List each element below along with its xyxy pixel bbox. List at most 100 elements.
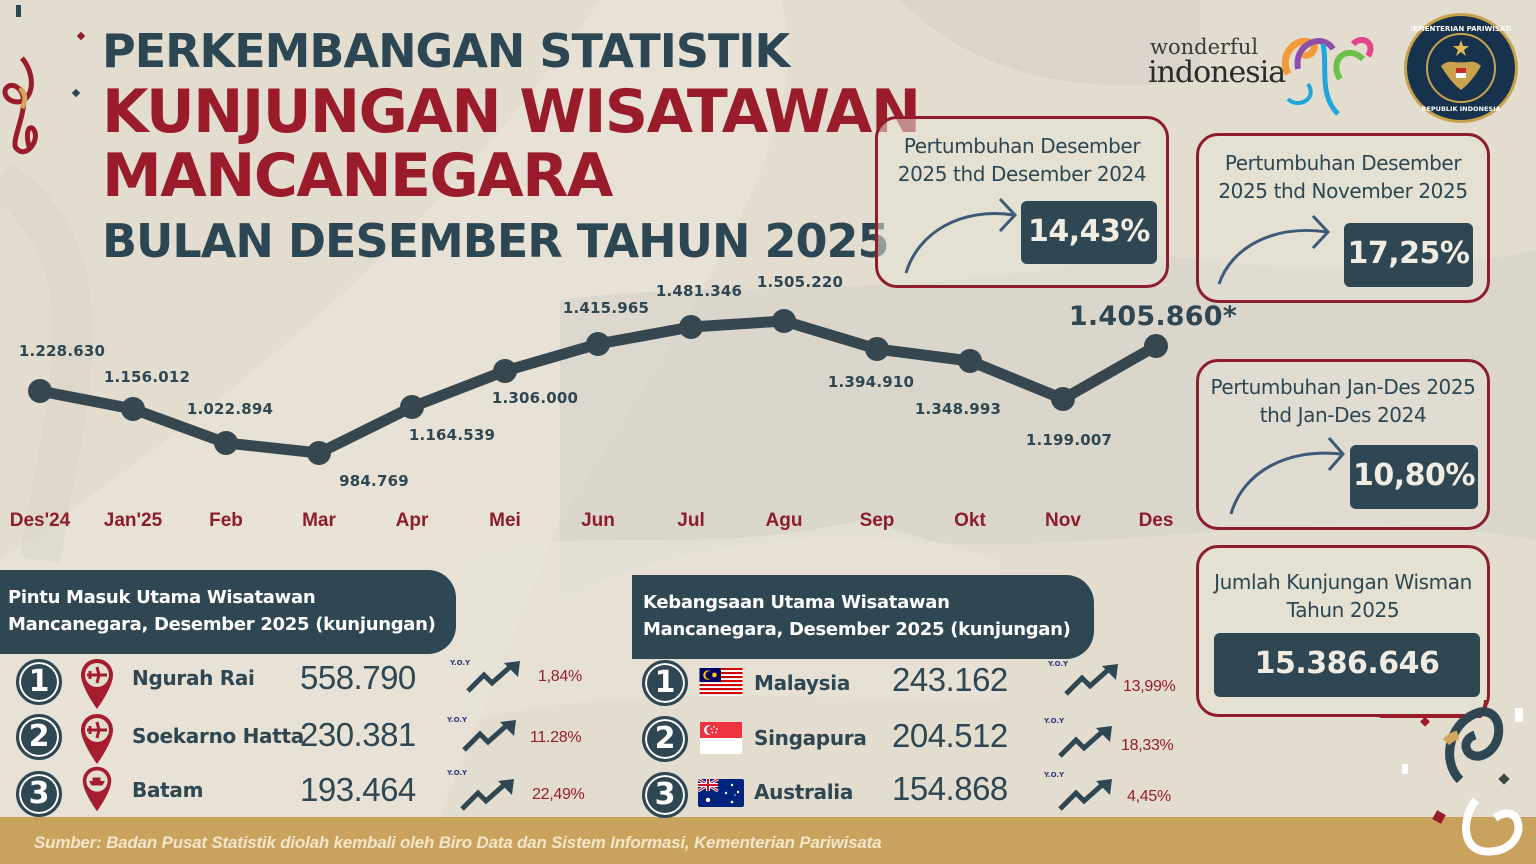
month-label: Agu — [765, 510, 803, 531]
nationality-name: Singapura — [754, 726, 867, 750]
yoy-label: Y.O.Y — [447, 769, 468, 777]
stat-value: 10,80% — [1350, 445, 1478, 509]
stat-label-line-2: thd Jan-Des 2024 — [1259, 403, 1427, 427]
point-label: 1.505.220 — [756, 273, 844, 291]
month-label: Jun — [581, 510, 615, 531]
rank-badge: 2 — [16, 714, 62, 760]
chart-points — [28, 309, 1168, 465]
point-label: 984.769 — [339, 472, 409, 490]
yoy-percent: 22,49% — [532, 786, 585, 803]
point-label: 1.022.894 — [186, 400, 274, 418]
trend-up-arrow-icon — [1058, 726, 1112, 758]
month-label: Mar — [302, 510, 336, 531]
footer-source-bar: Sumber: Badan Pusat Statistik diolah kem… — [0, 817, 1536, 864]
trend-up-arrow-icon — [460, 779, 514, 811]
month-label: Des — [1138, 510, 1174, 531]
point-label: 1.199.007 — [1025, 431, 1113, 449]
trend-up-arrow-icon — [1064, 664, 1118, 696]
svg-text:REPUBLIK INDONESIA: REPUBLIK INDONESIA — [1421, 105, 1500, 113]
rank-badge: 2 — [642, 716, 688, 762]
ship-pin-icon — [82, 766, 112, 812]
entry-point-count: 230.381 — [300, 716, 416, 753]
malaysia-flag-icon — [699, 668, 743, 696]
header-line-1: Kebangsaan Utama Wisatawan — [643, 592, 950, 613]
nationality-row: 3 Australia 154.868 Y.O.Y 4,45% — [630, 767, 1200, 821]
point-label: 1.164.539 — [408, 426, 496, 444]
nationality-name: Australia — [754, 780, 854, 804]
point-label: 1.228.630 — [18, 342, 106, 360]
yoy-percent: 11.28% — [530, 729, 582, 746]
point-label: 1.348.993 — [914, 400, 1002, 418]
yoy-label: Y.O.Y — [1048, 660, 1069, 668]
chart-line — [28, 309, 1168, 465]
month-label: Apr — [395, 510, 429, 531]
curved-arrow-icon — [1229, 437, 1345, 515]
yoy-label: Y.O.Y — [447, 716, 468, 724]
source-text: Sumber: Badan Pusat Statistik diolah kem… — [34, 833, 882, 852]
header-line-1: Pintu Masuk Utama Wisatawan — [8, 587, 316, 608]
yoy-percent: 4,45% — [1127, 788, 1171, 805]
entry-point-name: Batam — [132, 778, 204, 802]
nationality-count: 243.162 — [892, 661, 1008, 698]
rank-badge: 1 — [642, 660, 688, 706]
page-title: PERKEMBANGAN STATISTIK KUNJUNGAN WISATAW… — [102, 22, 921, 274]
title-line-2: KUNJUNGAN WISATAWAN — [102, 77, 921, 147]
month-label: Jul — [677, 510, 705, 531]
title-line-4: BULAN DESEMBER TAHUN 2025 — [102, 214, 889, 268]
point-label: 1.415.965 — [562, 299, 650, 317]
entry-point-count: 193.464 — [300, 771, 416, 808]
yoy-label: Y.O.Y — [450, 659, 471, 667]
logo-text-wonderful: wonderful — [1150, 35, 1259, 59]
yoy-label: Y.O.Y — [1044, 771, 1065, 779]
curved-arrow-icon — [904, 197, 1018, 274]
stat-label-line-1: Jumlah Kunjungan Wisman — [1214, 570, 1472, 594]
svg-text:KEMENTERIAN PARIWISATA: KEMENTERIAN PARIWISATA — [1411, 25, 1511, 33]
yoy-percent: 18,33% — [1121, 737, 1174, 754]
trend-up-arrow-icon — [466, 661, 520, 693]
stat-label-line-1: Pertumbuhan Jan-Des 2025 — [1210, 375, 1476, 399]
entry-points-header: Pintu Masuk Utama Wisatawan Mancanegara,… — [0, 570, 456, 654]
nationality-row: 1 Malaysia 243.162 Y.O.Y 13,99% — [630, 658, 1200, 712]
yoy-percent: 13,99% — [1123, 678, 1176, 695]
stat-value: 17,25% — [1344, 223, 1473, 287]
australia-flag-icon — [698, 779, 744, 807]
entry-point-name: Soekarno Hatta — [132, 724, 304, 748]
entry-point-name: Ngurah Rai — [132, 666, 255, 690]
point-label: 1.481.346 — [655, 282, 743, 300]
title-line-3: MANCANEGARA — [102, 141, 613, 211]
curved-arrow-icon — [1217, 214, 1331, 285]
ministry-of-tourism-seal: KEMENTERIAN PARIWISATA REPUBLIK INDONESI… — [1404, 13, 1518, 123]
header-line-2: Mancanegara, Desember 2025 (kunjungan) — [643, 619, 1071, 640]
nationality-name: Malaysia — [754, 671, 851, 695]
month-label: Mei — [489, 510, 521, 531]
garuda-bird-logo-icon — [1281, 36, 1374, 116]
nationalities-header: Kebangsaan Utama Wisatawan Mancanegara, … — [632, 575, 1094, 659]
rank-badge: 3 — [642, 772, 688, 818]
stat-value: 14,43% — [1021, 201, 1157, 264]
stat-box-dec-vs-dec: Pertumbuhan Desember 2025 thd Desember 2… — [875, 116, 1169, 288]
nationality-row: 2 Singapura 204.512 Y.O.Y 18,33% — [630, 714, 1200, 768]
yoy-percent: 1,84% — [538, 668, 582, 685]
stat-label-line-2: 2025 thd Desember 2024 — [897, 162, 1147, 186]
stat-label-line-1: Pertumbuhan Desember — [1224, 151, 1462, 175]
entry-point-count: 558.790 — [300, 659, 416, 696]
point-label: 1.156.012 — [103, 368, 191, 386]
point-label: 1.394.910 — [827, 373, 915, 391]
logo-text-indonesia: indonesia — [1148, 55, 1286, 90]
month-label: Okt — [954, 510, 986, 531]
decorative-squiggle-icon — [2, 5, 86, 155]
point-label-latest: 1.405.860* — [1068, 301, 1238, 332]
singapore-flag-icon — [700, 722, 742, 754]
month-label: Des'24 — [9, 510, 71, 531]
nationality-count: 204.512 — [892, 717, 1008, 754]
nationality-count: 154.868 — [892, 770, 1008, 807]
stat-box-ytd: Pertumbuhan Jan-Des 2025 thd Jan-Des 202… — [1196, 359, 1490, 530]
month-label: Sep — [859, 510, 895, 531]
rank-badge: 1 — [16, 659, 62, 705]
stat-label-line-2: Tahun 2025 — [1286, 598, 1400, 622]
yoy-label: Y.O.Y — [1044, 717, 1065, 725]
airplane-pin-icon — [81, 659, 113, 709]
stat-label-line-2: 2025 thd November 2025 — [1218, 179, 1468, 203]
trend-up-arrow-icon — [462, 720, 516, 752]
stat-value: 15.386.646 — [1214, 633, 1480, 697]
